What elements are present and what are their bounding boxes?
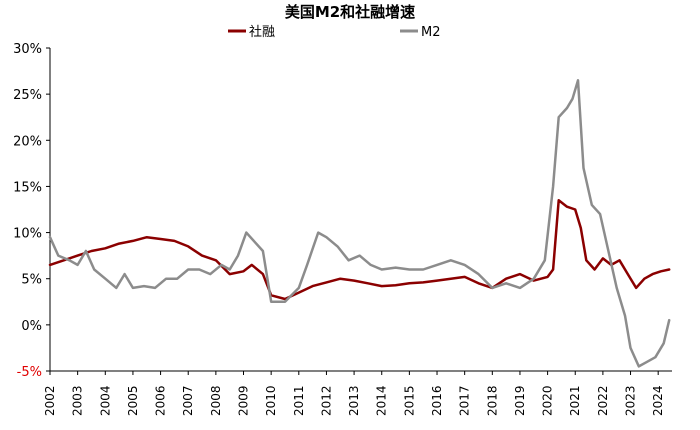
- y-tick-label: 15%: [13, 180, 42, 195]
- y-tick-label: 5%: [21, 273, 42, 288]
- x-tick-label: 2002: [43, 385, 57, 416]
- x-axis-ticks: 2002 2003 2004 2005 2006 2007 2008 2009 2010 2011…: [43, 371, 665, 416]
- x-tick-label: 2008: [209, 385, 223, 416]
- y-axis-ticks: 30% 25% 20% 15% 10% 5% 0% -5%: [13, 42, 50, 380]
- series-line-1: [48, 79, 671, 368]
- chart-title: 美国M2和社融增速: [285, 3, 415, 21]
- y-tick-label: 10%: [13, 227, 42, 242]
- x-tick-label: 2021: [568, 385, 582, 416]
- x-tick-label: 2007: [181, 385, 195, 416]
- x-tick-label: 2016: [430, 385, 444, 416]
- x-tick-label: 2003: [71, 385, 85, 416]
- y-tick-label: 25%: [13, 88, 42, 103]
- x-tick-label: 2015: [402, 385, 416, 416]
- y-tick-label: -5%: [17, 365, 42, 380]
- chart-legend: 社融 M2: [228, 24, 441, 40]
- x-tick-label: 2011: [292, 385, 306, 416]
- y-tick-label: 20%: [13, 134, 42, 149]
- x-tick-label: 2022: [596, 385, 610, 416]
- legend-label: 社融: [249, 24, 275, 40]
- y-tick-label: 30%: [13, 42, 42, 57]
- y-tick-label: 0%: [21, 319, 42, 334]
- x-tick-label: 2010: [264, 385, 278, 416]
- x-tick-label: 2012: [319, 385, 333, 416]
- x-tick-label: 2019: [513, 385, 527, 416]
- x-tick-label: 2013: [347, 385, 361, 416]
- x-tick-label: 2017: [458, 385, 472, 416]
- legend-label: M2: [421, 25, 441, 40]
- x-tick-label: 2009: [237, 385, 251, 416]
- x-tick-label: 2014: [375, 385, 389, 416]
- x-tick-label: 2020: [541, 385, 555, 416]
- x-tick-label: 2018: [485, 385, 499, 416]
- series-line-0: [48, 199, 671, 301]
- x-tick-label: 2023: [624, 385, 638, 416]
- x-tick-label: 2004: [98, 385, 112, 416]
- chart-series: [48, 79, 671, 368]
- x-tick-label: 2005: [126, 385, 140, 416]
- x-tick-label: 2024: [651, 385, 665, 416]
- x-tick-label: 2006: [154, 385, 168, 416]
- chart-axes: [49, 48, 672, 372]
